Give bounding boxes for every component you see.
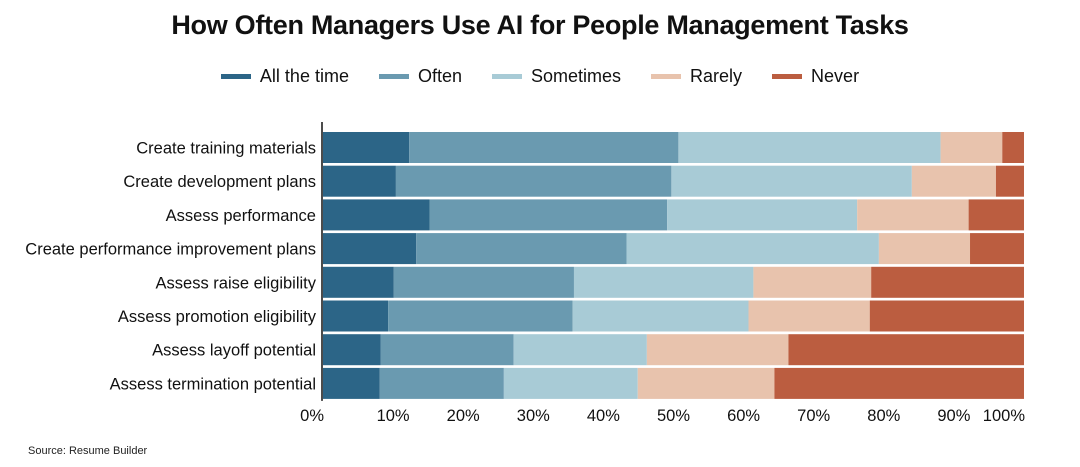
bar-segment-create-training-materials-never <box>1002 132 1024 163</box>
bar-segment-assess-raise-eligibility-never <box>871 266 1024 298</box>
legend-item-rarely: Rarely <box>651 66 742 87</box>
bar-segment-assess-layoff-potential-rarely <box>646 334 789 366</box>
legend-label-never: Never <box>811 66 860 86</box>
category-label: Create development plans <box>123 173 316 191</box>
x-tick-label: 0% <box>300 407 324 425</box>
bar-segment-assess-performance-all-the-time <box>323 199 430 231</box>
category-label: Assess layoff potential <box>152 342 316 360</box>
bar-segment-create-performance-improvement-plans-often <box>416 233 627 265</box>
bar-segment-create-training-materials-sometimes <box>678 132 941 163</box>
legend-swatch-sometimes <box>492 74 522 79</box>
x-tick-label: 70% <box>797 407 830 425</box>
bar-segment-assess-promotion-eligibility-often <box>388 300 573 332</box>
category-label: Assess raise eligibility <box>156 274 317 292</box>
bar-segment-assess-promotion-eligibility-rarely <box>748 300 870 332</box>
legend-label-sometimes: Sometimes <box>531 66 622 86</box>
legend-label-all-the-time: All the time <box>259 66 349 86</box>
bar-segment-assess-raise-eligibility-often <box>393 266 574 298</box>
category-label: Assess promotion eligibility <box>118 308 317 326</box>
bar-row-assess-raise-eligibility <box>323 266 1024 298</box>
x-tick-label: 30% <box>517 407 550 425</box>
bar-segment-assess-termination-potential-often <box>379 367 504 399</box>
bar-segment-create-training-materials-rarely <box>940 132 1003 163</box>
chart-title: How Often Managers Use AI for People Man… <box>171 10 909 40</box>
bar-row-assess-termination-potential <box>323 367 1024 399</box>
bar-segment-assess-promotion-eligibility-all-the-time <box>323 300 389 332</box>
bar-segment-assess-performance-never <box>968 199 1024 231</box>
bar-segment-assess-termination-potential-rarely <box>637 367 775 399</box>
bar-row-assess-promotion-eligibility <box>323 300 1024 332</box>
legend-label-often: Often <box>417 66 462 86</box>
bar-segment-assess-promotion-eligibility-never <box>869 300 1024 332</box>
legend-label-rarely: Rarely <box>690 66 743 86</box>
bar-segment-assess-termination-potential-sometimes <box>503 367 638 399</box>
bar-segment-assess-raise-eligibility-all-the-time <box>323 266 394 298</box>
x-tick-label: 20% <box>447 407 480 425</box>
bar-segment-create-training-materials-all-the-time <box>323 132 410 163</box>
bar-segment-assess-raise-eligibility-rarely <box>753 266 872 298</box>
bar-segment-create-performance-improvement-plans-rarely <box>878 233 971 265</box>
x-tick-label: 90% <box>937 407 970 425</box>
bar-segment-assess-layoff-potential-sometimes <box>513 334 647 366</box>
legend-swatch-all-the-time <box>220 74 251 79</box>
bar-segment-assess-promotion-eligibility-sometimes <box>572 300 749 332</box>
bar-segment-assess-layoff-potential-never <box>788 334 1024 366</box>
legend-item-often: Often <box>378 66 462 87</box>
category-label: Assess termination potential <box>110 375 316 393</box>
bar-segment-assess-termination-potential-never <box>774 367 1024 399</box>
bar-row-assess-performance <box>323 199 1024 231</box>
bar-segment-create-performance-improvement-plans-all-the-time <box>323 233 417 265</box>
x-tick-label: 100% <box>983 407 1026 425</box>
bar-segment-create-development-plans-sometimes <box>671 165 912 197</box>
bar-segment-create-training-materials-often <box>409 132 679 163</box>
category-label: Create training materials <box>136 140 316 158</box>
bar-segment-create-development-plans-all-the-time <box>323 165 396 197</box>
source-note: Source: Resume Builder <box>28 445 148 457</box>
bar-segment-create-performance-improvement-plans-sometimes <box>626 233 879 265</box>
bar-segment-create-performance-improvement-plans-never <box>970 233 1024 265</box>
bar-segment-assess-performance-sometimes <box>667 199 858 231</box>
bar-segment-assess-layoff-potential-all-the-time <box>323 334 381 366</box>
bar-segment-assess-raise-eligibility-sometimes <box>573 266 754 298</box>
bar-segment-create-development-plans-never <box>995 165 1024 197</box>
legend-swatch-never <box>772 74 803 79</box>
bar-segment-assess-performance-often <box>429 199 668 231</box>
bar-segment-assess-layoff-potential-often <box>380 334 514 366</box>
bar-segment-assess-performance-rarely <box>857 199 969 231</box>
bar-row-create-training-materials <box>323 132 1024 163</box>
legend-item-sometimes: Sometimes <box>492 66 621 87</box>
category-label: Create performance improvement plans <box>25 241 316 259</box>
x-tick-label: 80% <box>867 407 900 425</box>
bar-row-create-development-plans <box>323 165 1024 197</box>
bar-segment-create-development-plans-rarely <box>911 165 996 197</box>
x-tick-label: 40% <box>587 407 620 425</box>
legend-swatch-rarely <box>651 74 682 79</box>
bar-segment-assess-termination-potential-all-the-time <box>323 367 380 399</box>
x-tick-label: 10% <box>377 407 410 425</box>
bar-segment-create-development-plans-often <box>395 165 672 197</box>
legend-swatch-often <box>378 74 409 79</box>
legend: All the time Often Sometimes Rarely Neve… <box>0 66 1080 87</box>
legend-item-all-the-time: All the time <box>220 66 349 87</box>
legend-item-never: Never <box>772 66 859 87</box>
bar-row-create-performance-improvement-plans <box>323 233 1024 265</box>
category-label: Assess performance <box>166 207 316 225</box>
bar-row-assess-layoff-potential <box>323 334 1024 366</box>
x-tick-label: 60% <box>727 407 760 425</box>
x-tick-label: 50% <box>657 407 690 425</box>
